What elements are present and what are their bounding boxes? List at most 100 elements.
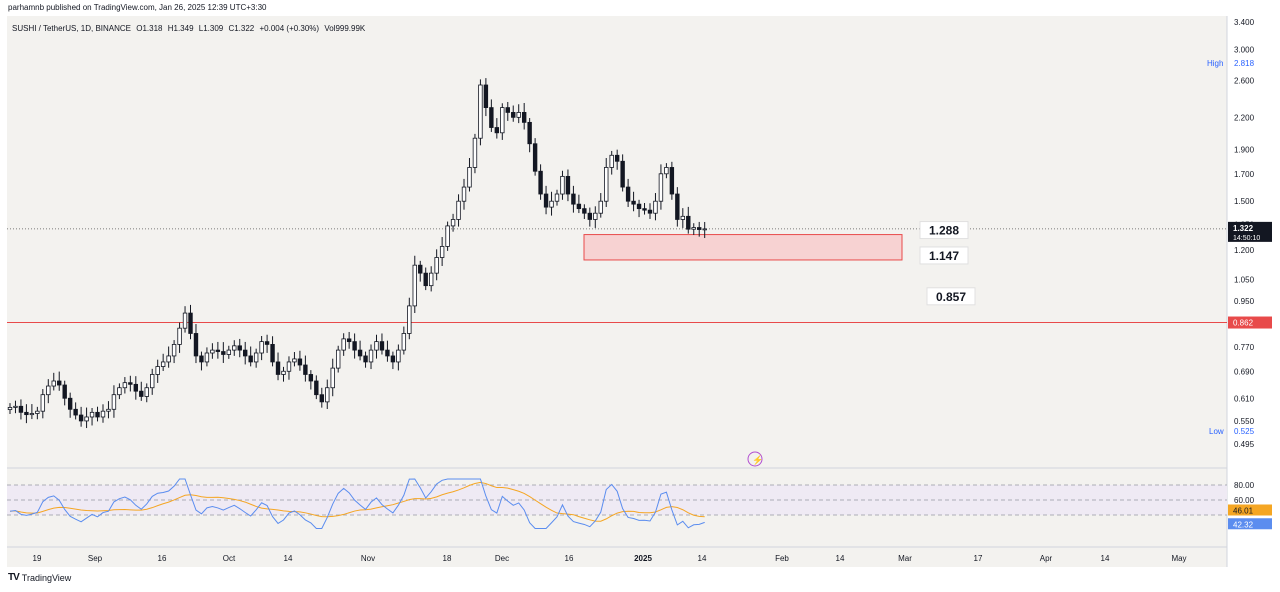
candle-body [259, 341, 264, 354]
annotation-label: 1.147 [929, 249, 959, 263]
price-tick-label: 1.900 [1234, 145, 1255, 154]
candle-body [467, 167, 472, 188]
price-annotation: 0.857 [926, 287, 976, 306]
candle-body [576, 203, 582, 210]
high-label: High [1207, 59, 1223, 68]
candle-body [658, 173, 664, 202]
candle-body [319, 394, 324, 403]
candle-body [210, 349, 215, 354]
candle-body [13, 405, 18, 408]
candle-body [631, 200, 636, 205]
rsi-line [9, 478, 705, 529]
candle-body [133, 383, 139, 392]
rsi-value-bg [1228, 518, 1272, 530]
candle-body [483, 84, 489, 108]
price-tick-label: 0.495 [1234, 440, 1255, 449]
candle-body [51, 380, 56, 387]
price-annotation: 1.288 [919, 221, 969, 240]
candle-body [434, 257, 439, 274]
rsi-tick-label: 80.00 [1234, 481, 1255, 490]
annotation-box [919, 221, 969, 240]
candle-body [303, 364, 308, 375]
time-tick-label: Nov [361, 554, 375, 563]
candle-body [675, 193, 680, 220]
time-tick-label: 14 [698, 554, 707, 563]
price-tick-label: 0.550 [1234, 417, 1255, 426]
legend-open: O1.318 [136, 24, 163, 33]
candle-body [614, 154, 620, 162]
time-tick-label: Apr [1040, 554, 1053, 563]
line-price-value: 0.862 [1233, 319, 1254, 328]
candle-body [62, 384, 67, 399]
candle-body [669, 167, 675, 195]
price-tick-label: 2.600 [1234, 77, 1255, 86]
candle-body [308, 374, 314, 382]
candle-body [67, 397, 73, 410]
candle-body [560, 175, 565, 195]
candle-body [89, 411, 95, 418]
candle-body [521, 112, 527, 123]
time-tick-label: 14 [1101, 554, 1110, 563]
candle-body [281, 370, 286, 375]
price-annotation: 1.147 [919, 246, 969, 265]
time-tick-label: 17 [974, 554, 983, 563]
candle-body [270, 344, 275, 363]
candle-body [215, 349, 221, 352]
candle-body [609, 154, 614, 168]
candle-body [494, 127, 500, 134]
candle-body [500, 107, 505, 134]
candle-body [221, 351, 226, 355]
candle-body [264, 341, 270, 345]
candle-body [177, 327, 182, 345]
candle-body [620, 160, 625, 188]
annotation-label: 0.857 [936, 290, 966, 304]
candle-body [73, 408, 78, 416]
candle-body [582, 208, 587, 214]
lightning-icon [747, 451, 763, 467]
footer-brand[interactable]: TV TradingView [8, 572, 71, 583]
candle-body [111, 394, 117, 410]
low-value: 0.525 [1234, 427, 1255, 436]
time-tick-label: Dec [495, 554, 509, 563]
rsi-value: 42.32 [1233, 520, 1254, 529]
candle-body [150, 374, 155, 389]
candle-body [428, 272, 434, 287]
candle-body [193, 333, 199, 357]
candle-body [379, 341, 385, 351]
candle-body [232, 345, 237, 351]
candle-body [691, 227, 696, 230]
candle-body [286, 361, 292, 372]
candle-body [511, 112, 516, 118]
candle-body [587, 212, 593, 220]
candle-body [335, 349, 341, 369]
candle-body [29, 413, 35, 416]
line-price-bg [1228, 316, 1272, 329]
price-tick-label: 1.500 [1234, 197, 1255, 206]
candle-body [516, 112, 521, 118]
time-tick-label: Sep [88, 554, 103, 563]
chart-area[interactable] [7, 16, 1227, 567]
candle-body [325, 387, 330, 403]
candle-body [166, 355, 171, 363]
legend-symbol: SUSHI / TetherUS, 1D, BINANCE [12, 24, 131, 33]
candle-body [84, 416, 89, 422]
candle-body [423, 272, 428, 287]
candle-body [505, 107, 510, 113]
countdown-label: 14:50:10 [1233, 235, 1260, 242]
candle-body [297, 358, 303, 366]
time-tick-label: Feb [775, 554, 789, 563]
candle-body [374, 341, 379, 351]
candle-body [204, 352, 210, 363]
candle-body [489, 107, 494, 128]
candle-body [199, 355, 204, 363]
candle-body [35, 410, 40, 414]
price-tick-label: 3.400 [1234, 18, 1255, 27]
candle-body [139, 390, 144, 397]
candle-body [478, 84, 483, 139]
rsi-ma-badge: 46.01 [1228, 504, 1272, 516]
candle-body [532, 143, 538, 172]
candle-body [385, 349, 390, 357]
last-price-badge: 1.322 14:50:10 [1228, 221, 1272, 242]
candle-body [401, 333, 407, 351]
